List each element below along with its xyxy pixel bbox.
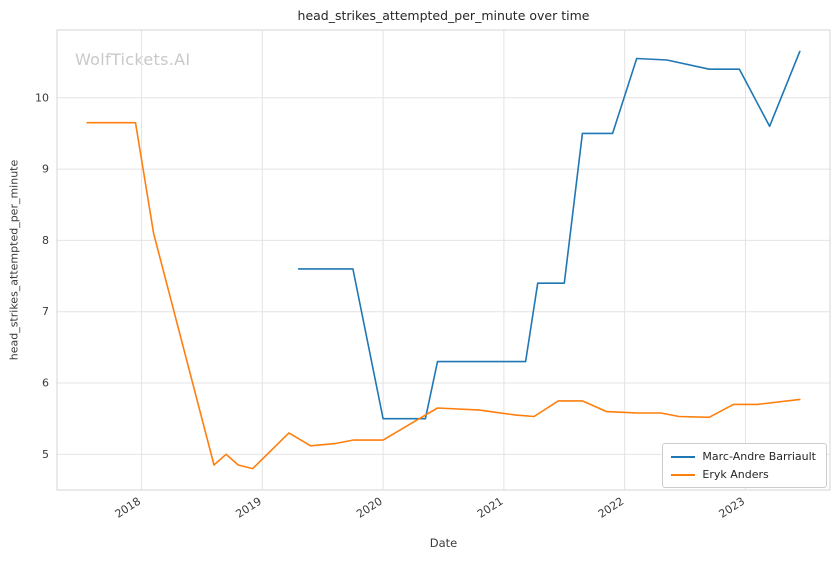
x-tick-label: 2020	[354, 495, 385, 521]
y-tick-label: 6	[42, 377, 49, 390]
legend: Marc-Andre Barriault Eryk Anders	[662, 443, 827, 488]
x-axis-label: Date	[429, 536, 458, 550]
y-tick-label: 9	[42, 163, 49, 176]
legend-label: Eryk Anders	[702, 468, 769, 481]
series-line-marc-andre-barriault	[297, 50, 801, 420]
y-tick-label: 8	[42, 234, 49, 247]
legend-line-swatch	[671, 473, 696, 476]
x-tick-label: 2018	[113, 495, 144, 521]
legend-line-swatch	[671, 455, 696, 458]
y-tick-label: 7	[42, 305, 49, 318]
legend-label: Marc-Andre Barriault	[702, 450, 816, 463]
x-tick-label: 2019	[233, 495, 264, 521]
plot-frame	[56, 29, 831, 491]
watermark: WolfTickets.AI	[75, 50, 191, 69]
x-tick-label: 2022	[596, 495, 627, 521]
chart-title: head_strikes_attempted_per_minute over t…	[297, 8, 590, 23]
legend-item: Marc-Andre Barriault	[671, 450, 816, 463]
y-tick-label: 5	[42, 448, 49, 461]
x-tick-label: 2023	[717, 495, 748, 521]
legend-item: Eryk Anders	[671, 468, 816, 481]
x-tick-label: 2021	[475, 495, 506, 521]
series-line-eryk-anders	[86, 121, 801, 470]
y-tick-label: 10	[35, 91, 49, 104]
